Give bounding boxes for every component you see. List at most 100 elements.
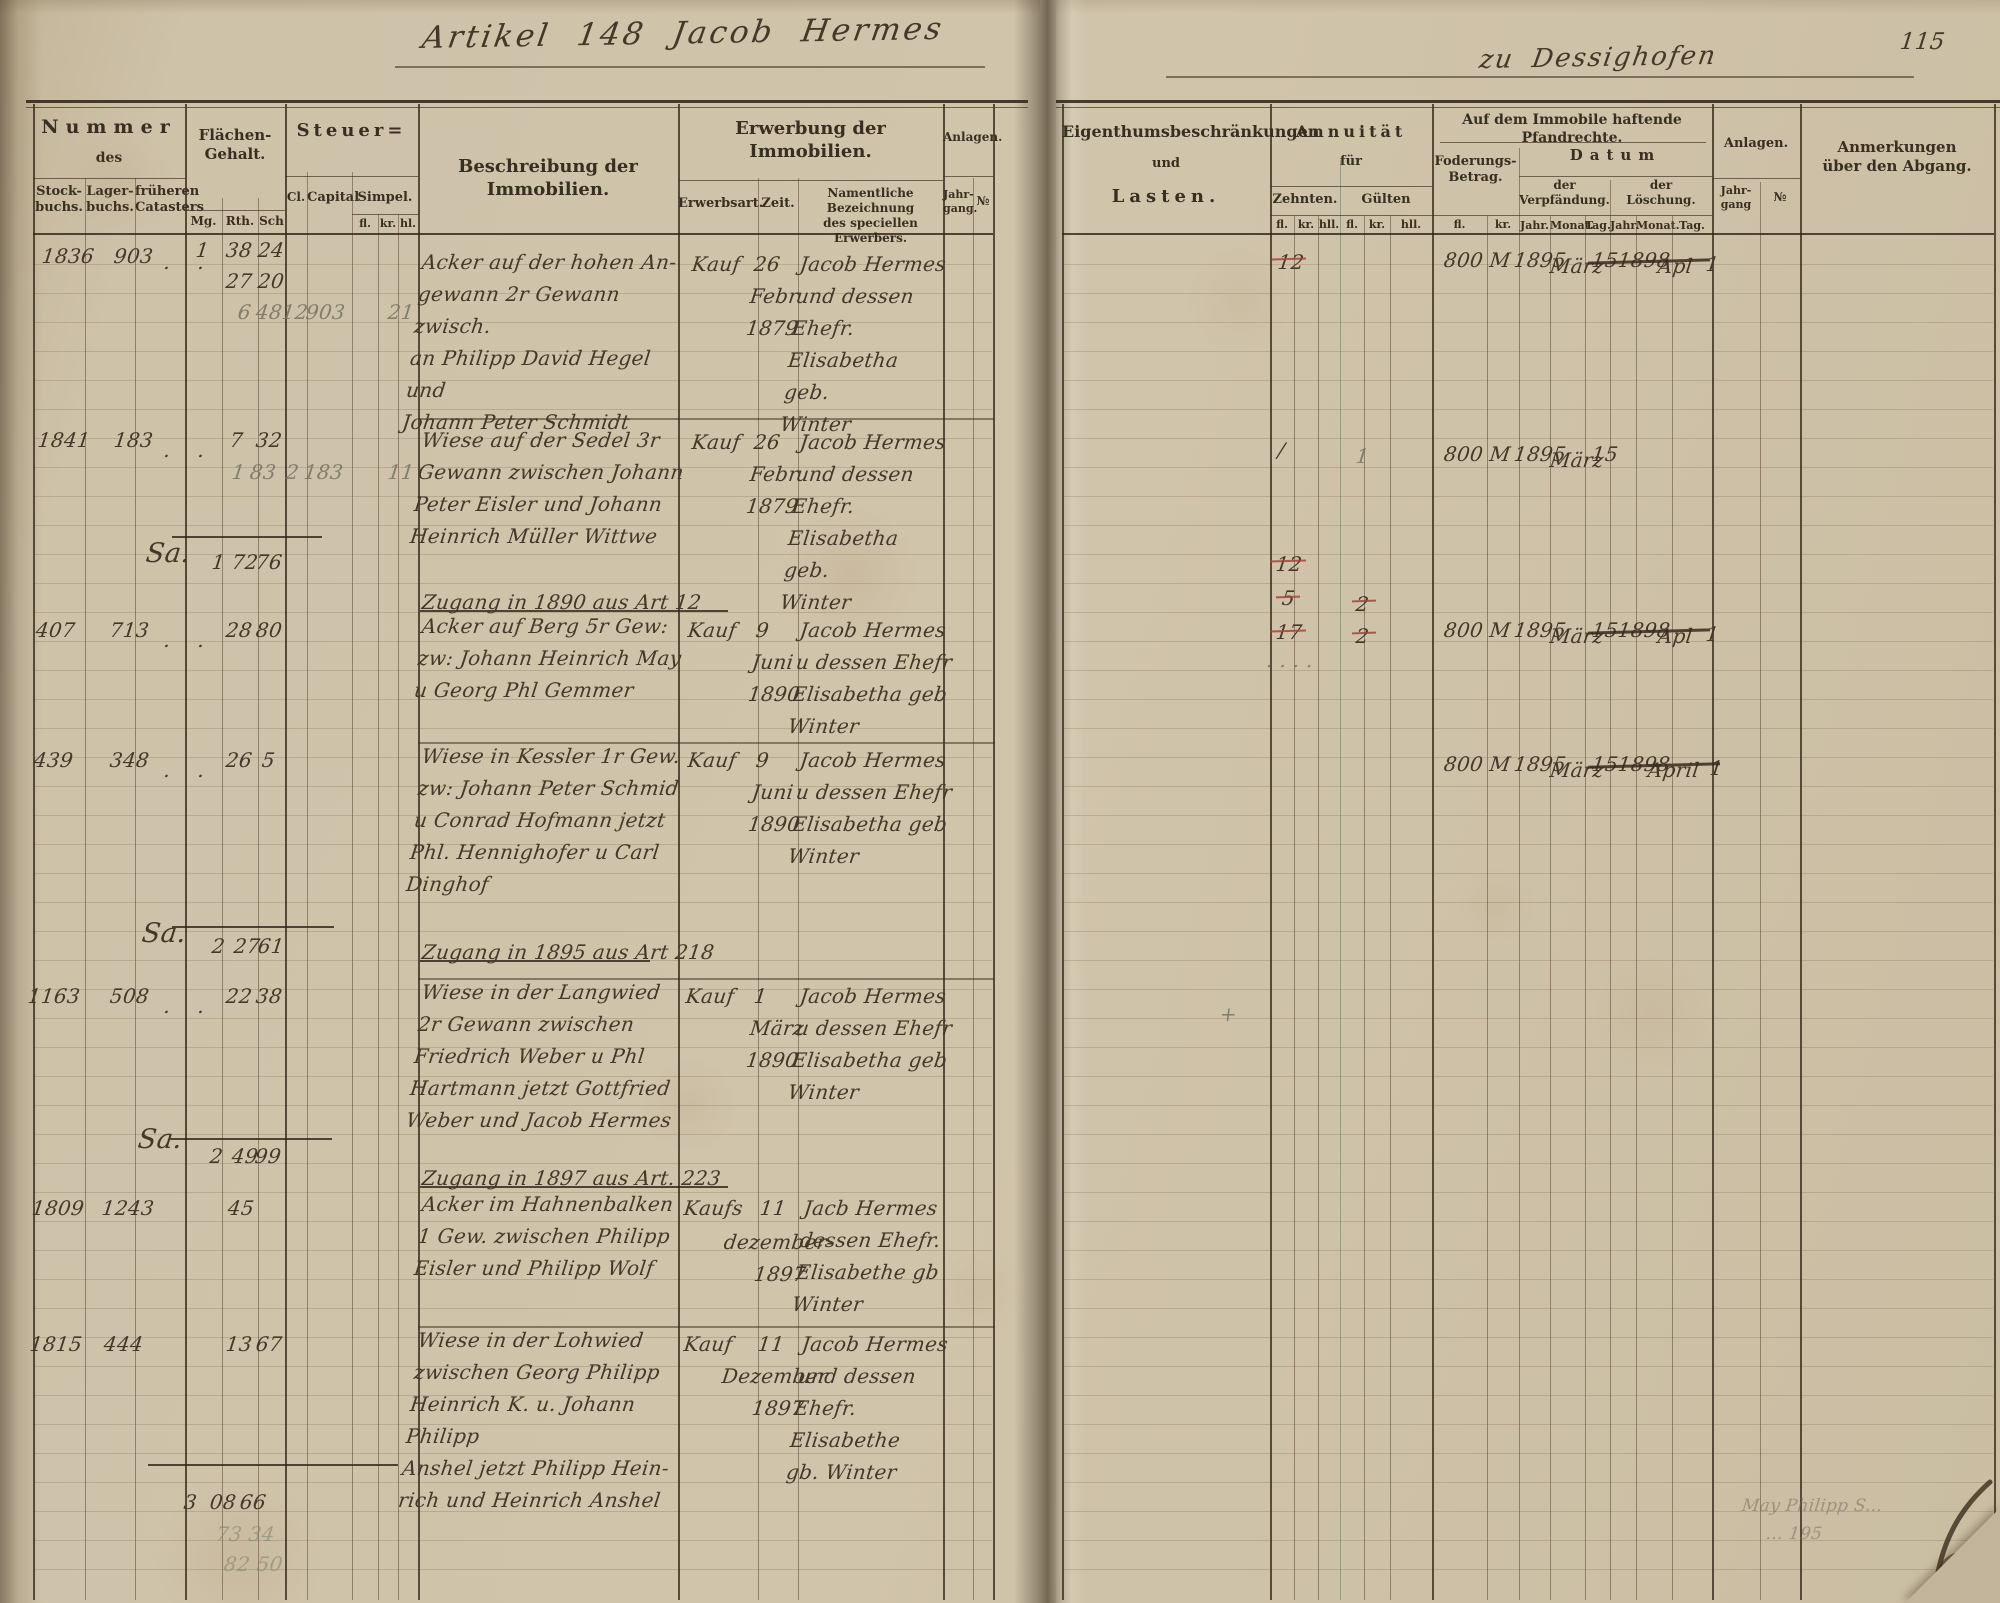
header-guelten-hll: hll.: [1400, 218, 1422, 231]
title-article: Artikel 148 Jacob Hermes: [419, 10, 947, 56]
header-lagerbuchs: Lager- buchs.: [86, 184, 134, 216]
header-eigenthum: Eigenthumsbeschränkungen: [1062, 122, 1320, 141]
table-column-line: [798, 178, 799, 1600]
header-steuer: Steuer=: [296, 120, 407, 141]
table-column-line: [973, 178, 974, 1600]
table-column-line: [378, 214, 379, 1600]
e2-sch: 32: [254, 428, 284, 452]
table-rule-line: [1712, 178, 1800, 179]
sum2-sch: 61: [256, 934, 286, 958]
header-capital: Capital: [307, 190, 360, 205]
table-rule-line: [1519, 176, 1712, 177]
table-rule-line: [170, 1138, 332, 1140]
sum1-sch: 76: [254, 550, 284, 574]
right-page-row-rules: [1063, 236, 1993, 1596]
table-rule-line: [172, 926, 334, 928]
e3-sch: 80: [254, 618, 284, 642]
table-rule-line: [420, 610, 728, 612]
table-column-line: [1994, 104, 1996, 1600]
table-column-line: [135, 178, 136, 1600]
header-namentlich: Namentliche Bezeichnung des speciellen E…: [823, 186, 918, 245]
table-rule-line: [1432, 215, 1712, 216]
header-loeschung: der Löschung.: [1626, 178, 1696, 207]
header-stockbuchs: Stock- buchs.: [35, 184, 83, 216]
header-anlagen-left: Anlagen.: [943, 130, 1003, 144]
header-fuer: für: [1340, 154, 1362, 169]
table-column-line: [1432, 104, 1434, 1600]
e1-rth: 38: [224, 238, 254, 262]
header-beschreibung: Beschreibung der Immobilien.: [458, 156, 638, 200]
table-column-line: [678, 104, 680, 1600]
sum1-sa: Sa.: [144, 538, 193, 569]
header-zehnten: Zehnten.: [1272, 192, 1338, 207]
page-corner-fold: [1905, 1508, 2000, 1603]
table-column-line: [185, 104, 187, 1600]
e1-simpel: 21: [386, 300, 416, 324]
table-rule-line: [352, 214, 418, 215]
e2-stockbuch: 1841: [36, 428, 92, 452]
table-rule-line: [418, 1326, 995, 1328]
table-column-line: [1550, 216, 1551, 1600]
e4-rth: 26: [224, 748, 254, 772]
e5-stockbuch: 1163: [26, 984, 82, 1008]
zugang-1895: Zugang in 1895 aus Art 218: [420, 940, 716, 964]
left-page-row-rules: [34, 236, 992, 1596]
e6-beschreibung: Acker im Hahnenbalken 1 Gew. zwischen Ph…: [412, 1192, 675, 1280]
table-column-line: [398, 214, 399, 1600]
r5-betrag: 800 M: [1442, 752, 1513, 776]
r5-loesch-monat: April: [1646, 758, 1701, 782]
e3-lagerbuch: 713: [108, 618, 151, 642]
table-column-line: [1270, 104, 1272, 1600]
e1-stockbuch: 1836: [40, 244, 96, 268]
table-rule-line: [1270, 215, 1432, 216]
table-column-line: [1294, 216, 1295, 1600]
header-mg: Mg.: [190, 214, 217, 228]
e7-erwerbsart: Kauf: [682, 1332, 734, 1356]
header-annuitaet: Annuität: [1295, 122, 1407, 141]
table-rule-line: [26, 107, 1028, 108]
right-page: [1056, 0, 2000, 1603]
table-column-line: [1062, 104, 1064, 1600]
e6-erwerbsart: Kaufs: [682, 1196, 745, 1220]
table-column-line: [1800, 104, 1802, 1600]
table-rule-line: [185, 210, 285, 211]
e5-erwerber: Jacob Hermes u dessen Ehefr Elisabetha g…: [786, 984, 954, 1104]
header-verpfaendung: der Verpfändung.: [1519, 178, 1610, 207]
header-verpf-tag: Tag.: [1585, 219, 1611, 232]
table-rule-line: [1440, 142, 1706, 143]
header-anmerkungen: Anmerkungen über den Abgang.: [1822, 138, 1972, 175]
header-des: des: [95, 150, 123, 166]
e3-erwerbsart: Kauf: [686, 618, 738, 642]
table-column-line: [1585, 216, 1586, 1600]
table-rule-line: [420, 1186, 728, 1188]
table-rule-line: [1062, 233, 1994, 235]
header-loesch-jahr: Jahr.: [1610, 219, 1639, 232]
table-column-line: [1712, 104, 1714, 1600]
e1-rth2: 27: [224, 269, 254, 293]
table-column-line: [1672, 216, 1673, 1600]
e5-sch: 38: [254, 984, 284, 1008]
e7-lagerbuch: 444: [102, 1332, 145, 1356]
e7-beschreibung: Wiese in der Lohwied zwischen Georg Phil…: [396, 1328, 671, 1512]
table-column-line: [1364, 216, 1365, 1600]
header-nummer: Nummer: [41, 116, 177, 138]
e2-lagerbuch: 183: [112, 428, 155, 452]
header-guelten-fl: fl.: [1346, 218, 1358, 231]
header-nr-left: №: [976, 194, 990, 208]
header-verpf-jahr: Jahr.: [1520, 219, 1549, 232]
e1-capital: 903: [304, 300, 347, 324]
e5-rth: 22: [224, 984, 254, 1008]
title-place: zu Dessighofen: [1477, 40, 1720, 75]
e5-erwerbsart: Kauf: [684, 984, 736, 1008]
table-rule-line: [418, 978, 995, 980]
table-rule-line: [1270, 186, 1432, 187]
r4-loesch-monat: Apl: [1656, 624, 1695, 648]
table-rule-line: [420, 960, 650, 962]
header-flaechen: Flächen- Gehalt.: [198, 126, 272, 163]
e7-rth: 13: [224, 1332, 254, 1356]
table-column-line: [85, 178, 86, 1600]
table-rule-line: [1166, 76, 1914, 78]
header-zehnten-kr: kr.: [1297, 218, 1315, 231]
table-column-line: [1318, 216, 1319, 1600]
